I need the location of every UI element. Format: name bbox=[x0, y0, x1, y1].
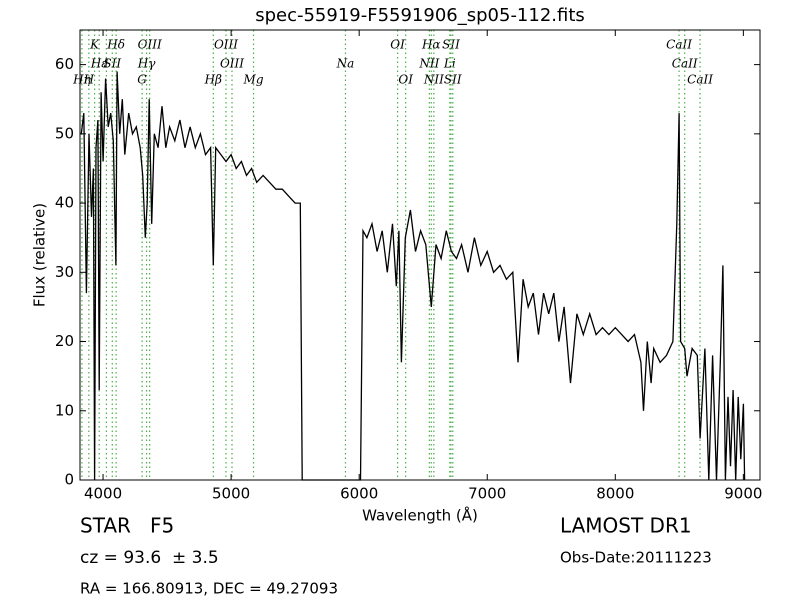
spectral-line-label: CaII bbox=[687, 73, 713, 87]
spectral-line-label: OIII bbox=[220, 57, 244, 71]
chart: spec-55919-F5591906_sp05-112.fits Wavele… bbox=[0, 0, 800, 600]
x-tick-label: 8000 bbox=[596, 485, 634, 503]
spectral-line-label: K bbox=[89, 38, 100, 52]
spectral-line-label: Hα bbox=[421, 38, 441, 52]
spectrum-line bbox=[81, 72, 744, 481]
spectral-line-label: OI bbox=[398, 73, 413, 87]
y-tick-label: 60 bbox=[55, 55, 74, 73]
spectral-line-label: Mg bbox=[243, 73, 264, 87]
spectral-line-label: G bbox=[137, 73, 147, 87]
spectral-line-label: SII bbox=[103, 57, 121, 71]
spectral-line-label: OIII bbox=[138, 38, 162, 52]
spectral-line-label: SII bbox=[444, 73, 462, 87]
spectral-line-label: CaII bbox=[666, 38, 692, 52]
y-tick-label: 10 bbox=[55, 401, 74, 419]
spectral-line-label: Li bbox=[443, 57, 456, 71]
spectral-line-label: H bbox=[83, 73, 95, 87]
survey: LAMOST DR1 bbox=[560, 514, 692, 538]
spectral-line-label: OI bbox=[390, 38, 405, 52]
x-axis-label: Wavelength (Å) bbox=[362, 506, 478, 525]
spectral-line-label: NII bbox=[418, 57, 439, 71]
spectral-line-label: CaII bbox=[672, 57, 698, 71]
spectral-line-label: SII bbox=[442, 38, 460, 52]
y-tick-label: 50 bbox=[55, 124, 74, 142]
coordinates: RA = 166.80913, DEC = 49.27093 bbox=[80, 580, 338, 598]
spectral-line-label: Hβ bbox=[204, 73, 222, 87]
x-tick-label: 9000 bbox=[724, 485, 762, 503]
y-tick-label: 20 bbox=[55, 332, 74, 350]
spectral-line-label: Hδ bbox=[106, 38, 125, 52]
obs-date: Obs-Date:20111223 bbox=[560, 549, 712, 567]
x-tick-label: 6000 bbox=[340, 485, 378, 503]
y-tick-label: 0 bbox=[64, 471, 74, 489]
spectral-line-label: OIII bbox=[214, 38, 238, 52]
object-class: STAR F5 bbox=[80, 514, 174, 538]
y-axis-label: Flux (relative) bbox=[31, 203, 49, 307]
y-tick-label: 40 bbox=[55, 194, 74, 212]
spectral-line-label: Na bbox=[336, 57, 355, 71]
plot-frame bbox=[80, 30, 760, 480]
chart-title: spec-55919-F5591906_sp05-112.fits bbox=[255, 5, 585, 26]
redshift: cz = 93.6 ± 3.5 bbox=[80, 548, 219, 568]
spectral-line-label: NII bbox=[423, 73, 444, 87]
x-tick-label: 7000 bbox=[468, 485, 506, 503]
spectral-line-label: Hγ bbox=[137, 57, 156, 71]
y-tick-label: 30 bbox=[55, 263, 74, 281]
x-tick-label: 4000 bbox=[84, 485, 122, 503]
x-tick-label: 5000 bbox=[212, 485, 250, 503]
